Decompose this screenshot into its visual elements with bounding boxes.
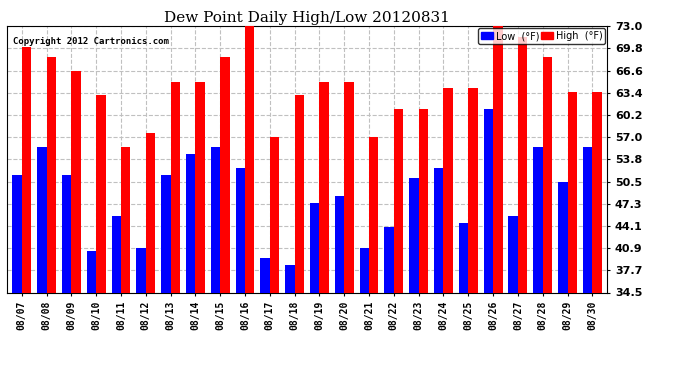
Bar	[394, 109, 403, 292]
Bar	[245, 26, 255, 292]
Bar	[47, 57, 56, 292]
Bar	[146, 134, 155, 292]
Bar	[270, 137, 279, 292]
Bar	[359, 248, 369, 292]
Bar	[558, 182, 567, 292]
Bar	[295, 95, 304, 292]
Bar	[509, 216, 518, 292]
Bar	[518, 37, 527, 292]
Bar	[592, 92, 602, 292]
Bar	[87, 251, 96, 292]
Bar	[121, 147, 130, 292]
Bar	[22, 47, 31, 292]
Bar	[220, 57, 230, 292]
Bar	[137, 248, 146, 292]
Bar	[567, 92, 577, 292]
Bar	[533, 147, 543, 292]
Bar	[444, 88, 453, 292]
Bar	[434, 168, 444, 292]
Bar	[235, 168, 245, 292]
Text: Copyright 2012 Cartronics.com: Copyright 2012 Cartronics.com	[13, 37, 169, 46]
Bar	[260, 258, 270, 292]
Bar	[71, 71, 81, 292]
Bar	[96, 95, 106, 292]
Bar	[37, 147, 47, 292]
Bar	[12, 175, 22, 292]
Bar	[62, 175, 71, 292]
Bar	[170, 82, 180, 292]
Bar	[344, 82, 354, 292]
Bar	[493, 26, 502, 292]
Bar	[369, 137, 379, 292]
Bar	[310, 202, 319, 292]
Bar	[319, 82, 329, 292]
Bar	[459, 224, 469, 292]
Bar	[285, 265, 295, 292]
Bar	[484, 109, 493, 292]
Bar	[335, 196, 344, 292]
Legend: Low  (°F), High  (°F): Low (°F), High (°F)	[478, 28, 605, 44]
Bar	[211, 147, 220, 292]
Bar	[195, 82, 205, 292]
Bar	[409, 178, 419, 292]
Bar	[112, 216, 121, 292]
Bar	[583, 147, 592, 292]
Bar	[161, 175, 170, 292]
Title: Dew Point Daily High/Low 20120831: Dew Point Daily High/Low 20120831	[164, 11, 450, 25]
Bar	[419, 109, 428, 292]
Bar	[384, 227, 394, 292]
Bar	[543, 57, 552, 292]
Bar	[469, 88, 477, 292]
Bar	[186, 154, 195, 292]
